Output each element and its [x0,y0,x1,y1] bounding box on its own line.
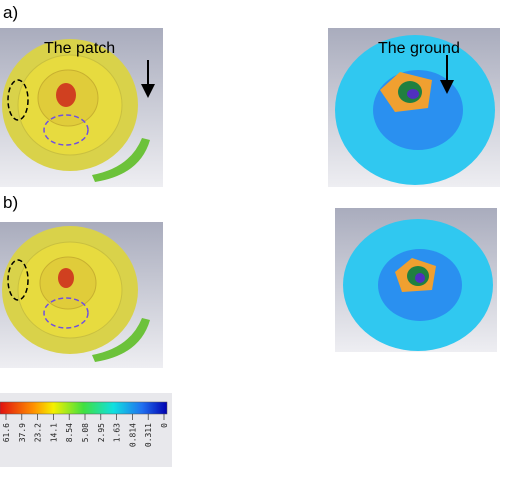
figure: a) The patch The ground b) 61.6 37.9 23.2 1… [0,0,509,497]
colorbar-tick-label: 37.9 [18,423,27,442]
panel-label: a) [3,3,18,22]
colorbar-tick-label: 5.08 [81,423,90,442]
colorbar-tick-label: 23.2 [34,423,43,442]
colorbar-tick-label: 1.63 [113,423,122,442]
colorbar-tick-label: 0.814 [128,423,137,447]
colorbar-tick-label: 0.311 [144,423,153,447]
annotation: The ground [378,40,460,57]
colorbar: 61.6 37.9 23.2 14.1 8.54 5.08 2.95 1.63 0.814 0.3… [0,393,172,467]
annotation: The patch [44,40,115,57]
colorbar-tick-label: 2.95 [97,423,106,442]
colorbar-tick-label: 14.1 [49,423,58,442]
patch-image [0,222,163,368]
colorbar-tick-label: 61.6 [2,423,11,442]
colorbar-tick-label: 0 [160,423,169,428]
colorbar-tick-label: 8.54 [65,423,74,442]
ground-image [335,208,497,352]
panel-label: b) [3,193,18,212]
